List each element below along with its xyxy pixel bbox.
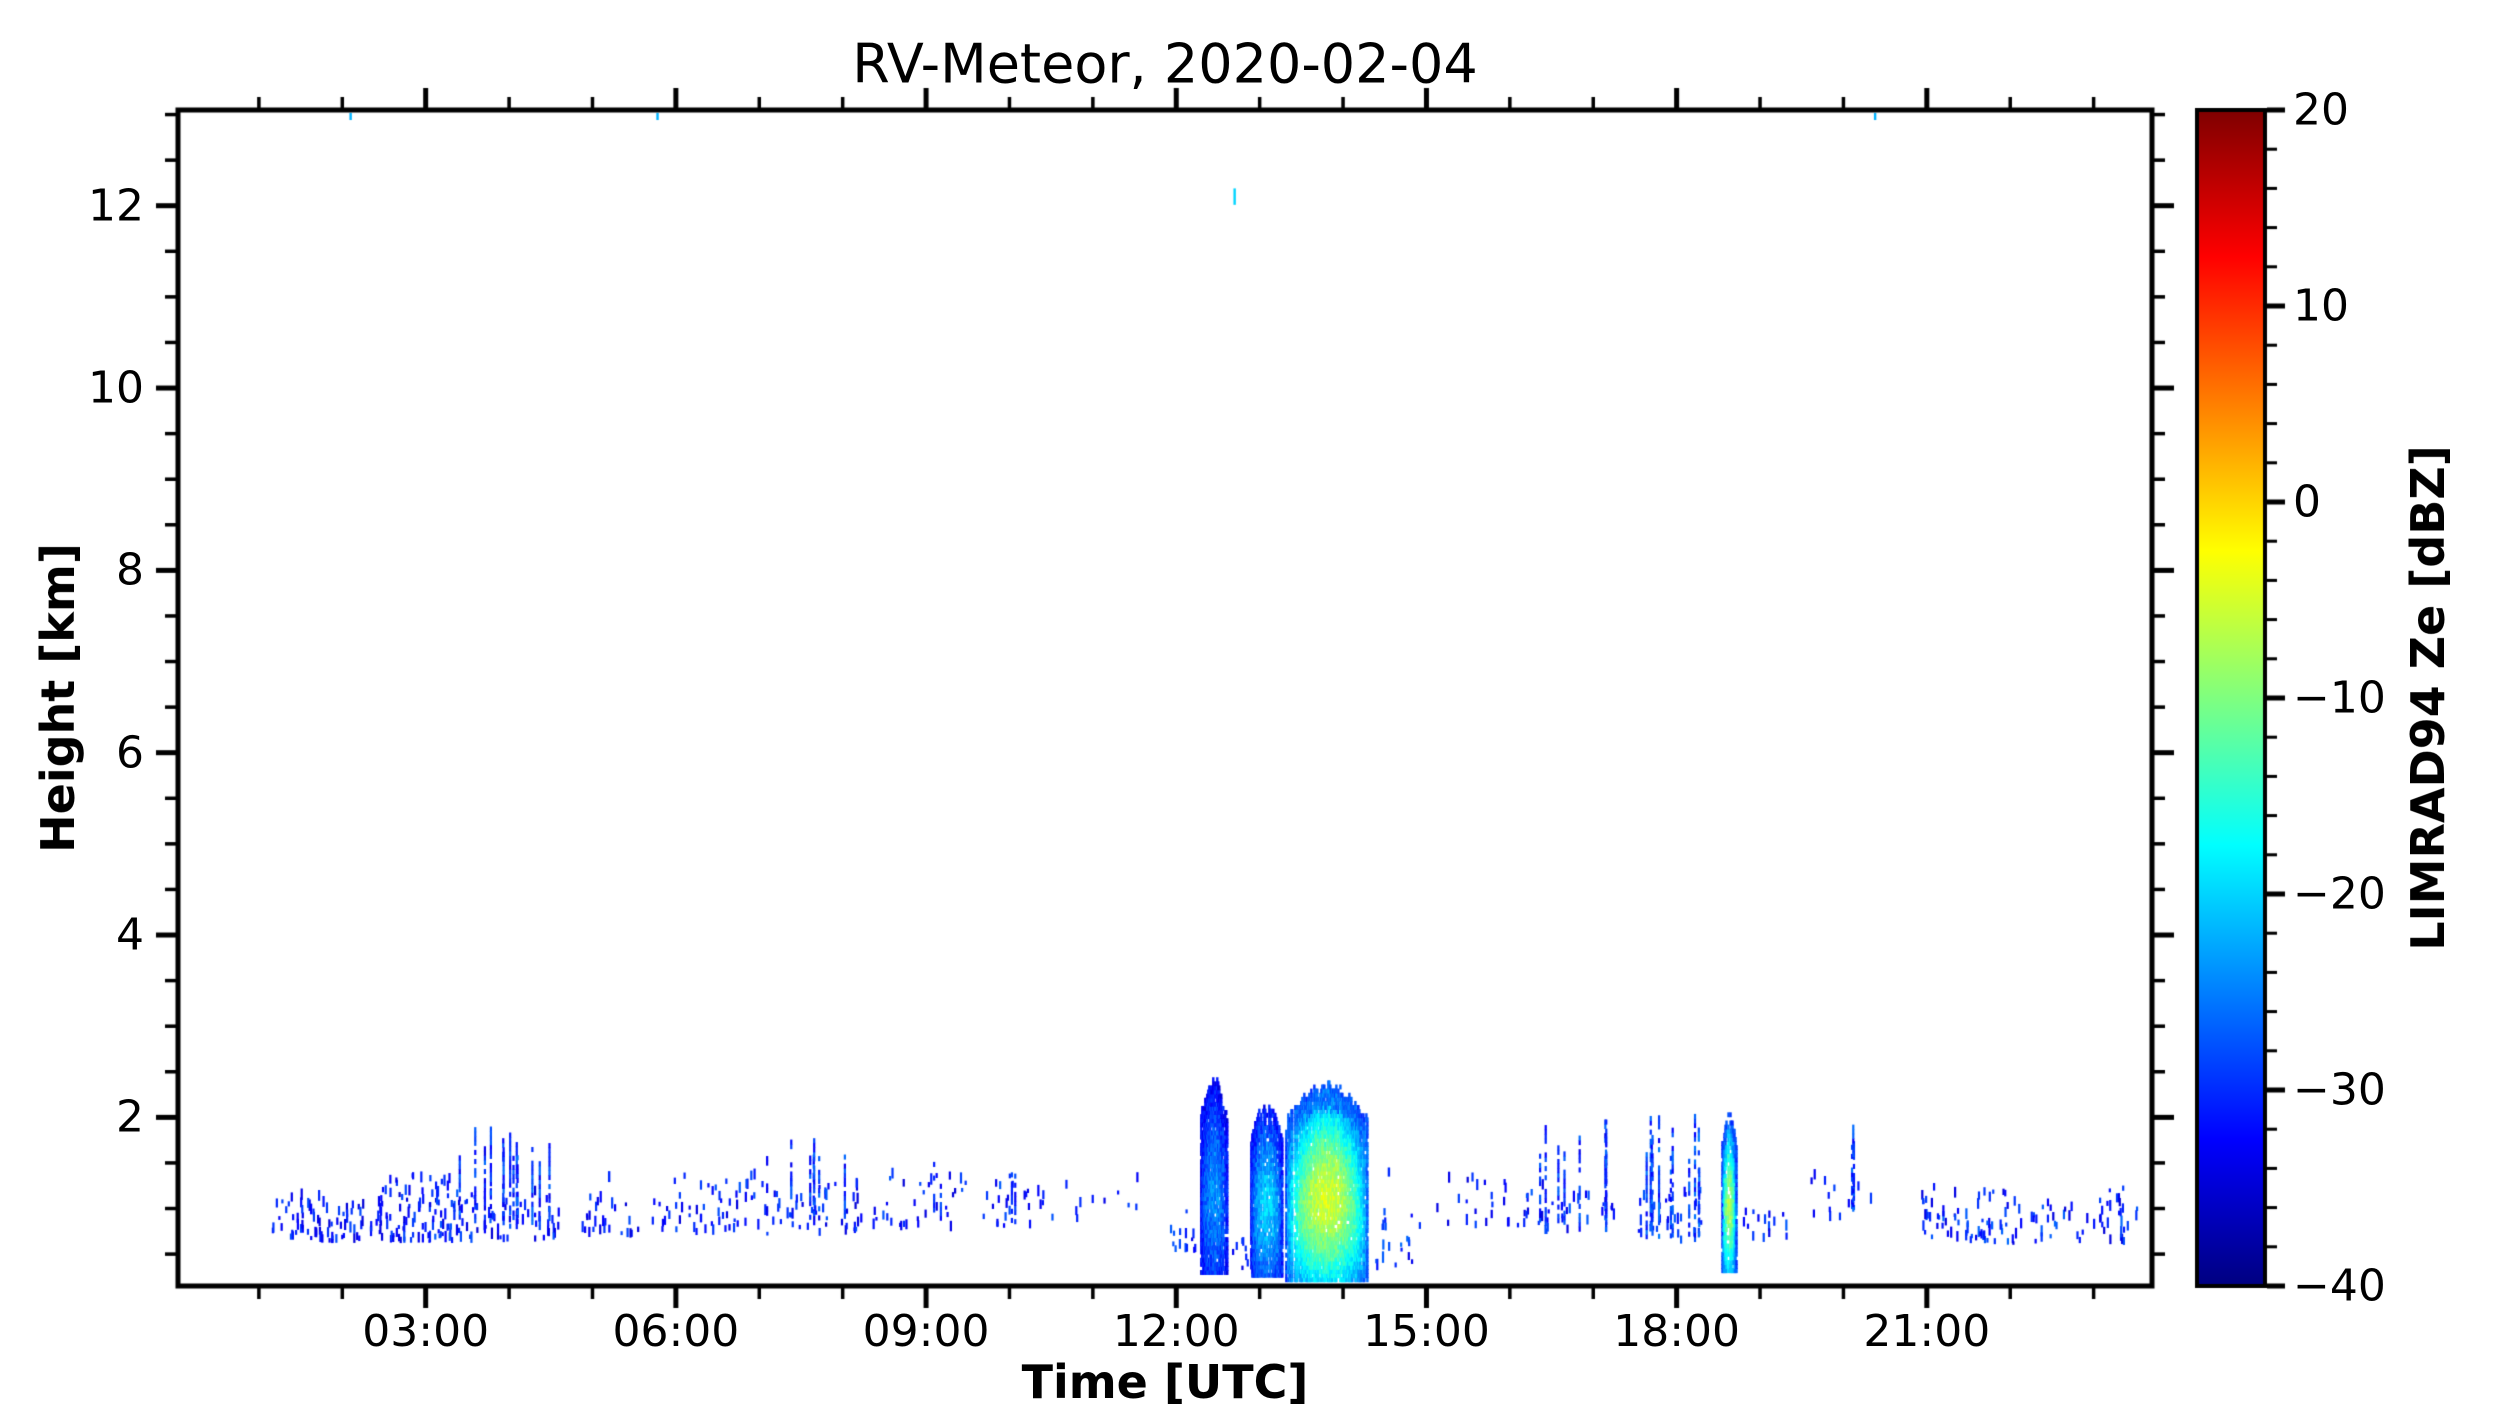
y-tick-label: 2 [116,1091,144,1143]
y-tick-label: 6 [116,727,144,779]
colorbar-tick-label: −20 [2293,868,2386,920]
x-tick-label: 12:00 [1112,1306,1240,1357]
colorbar-tick-label: −40 [2293,1260,2386,1312]
chart-title: RV-Meteor, 2020-02-04 [852,32,1478,96]
x-tick-label: 09:00 [862,1306,990,1357]
y-axis-label: Height [km] [31,543,85,853]
x-tick-label: 21:00 [1863,1306,1991,1357]
x-axis-label: Time [UTC] [1021,1355,1309,1409]
y-tick-label: 12 [88,180,144,232]
x-tick-label: 18:00 [1613,1306,1741,1357]
x-tick-label: 06:00 [612,1306,740,1357]
colorbar-label: LIMRAD94 Ze [dBZ] [2401,445,2455,951]
colorbar-tick-label: 0 [2293,476,2321,528]
colorbar-tick-label: −30 [2293,1064,2386,1116]
colorbar-tick-label: 20 [2293,84,2349,136]
colorbar-tick-label: −10 [2293,672,2386,724]
x-tick-label: 03:00 [362,1306,490,1357]
colorbar-tick-label: 10 [2293,280,2349,332]
y-tick-label: 4 [116,909,144,961]
y-tick-label: 8 [116,544,144,596]
x-tick-label: 15:00 [1363,1306,1490,1357]
y-tick-label: 10 [88,362,144,414]
